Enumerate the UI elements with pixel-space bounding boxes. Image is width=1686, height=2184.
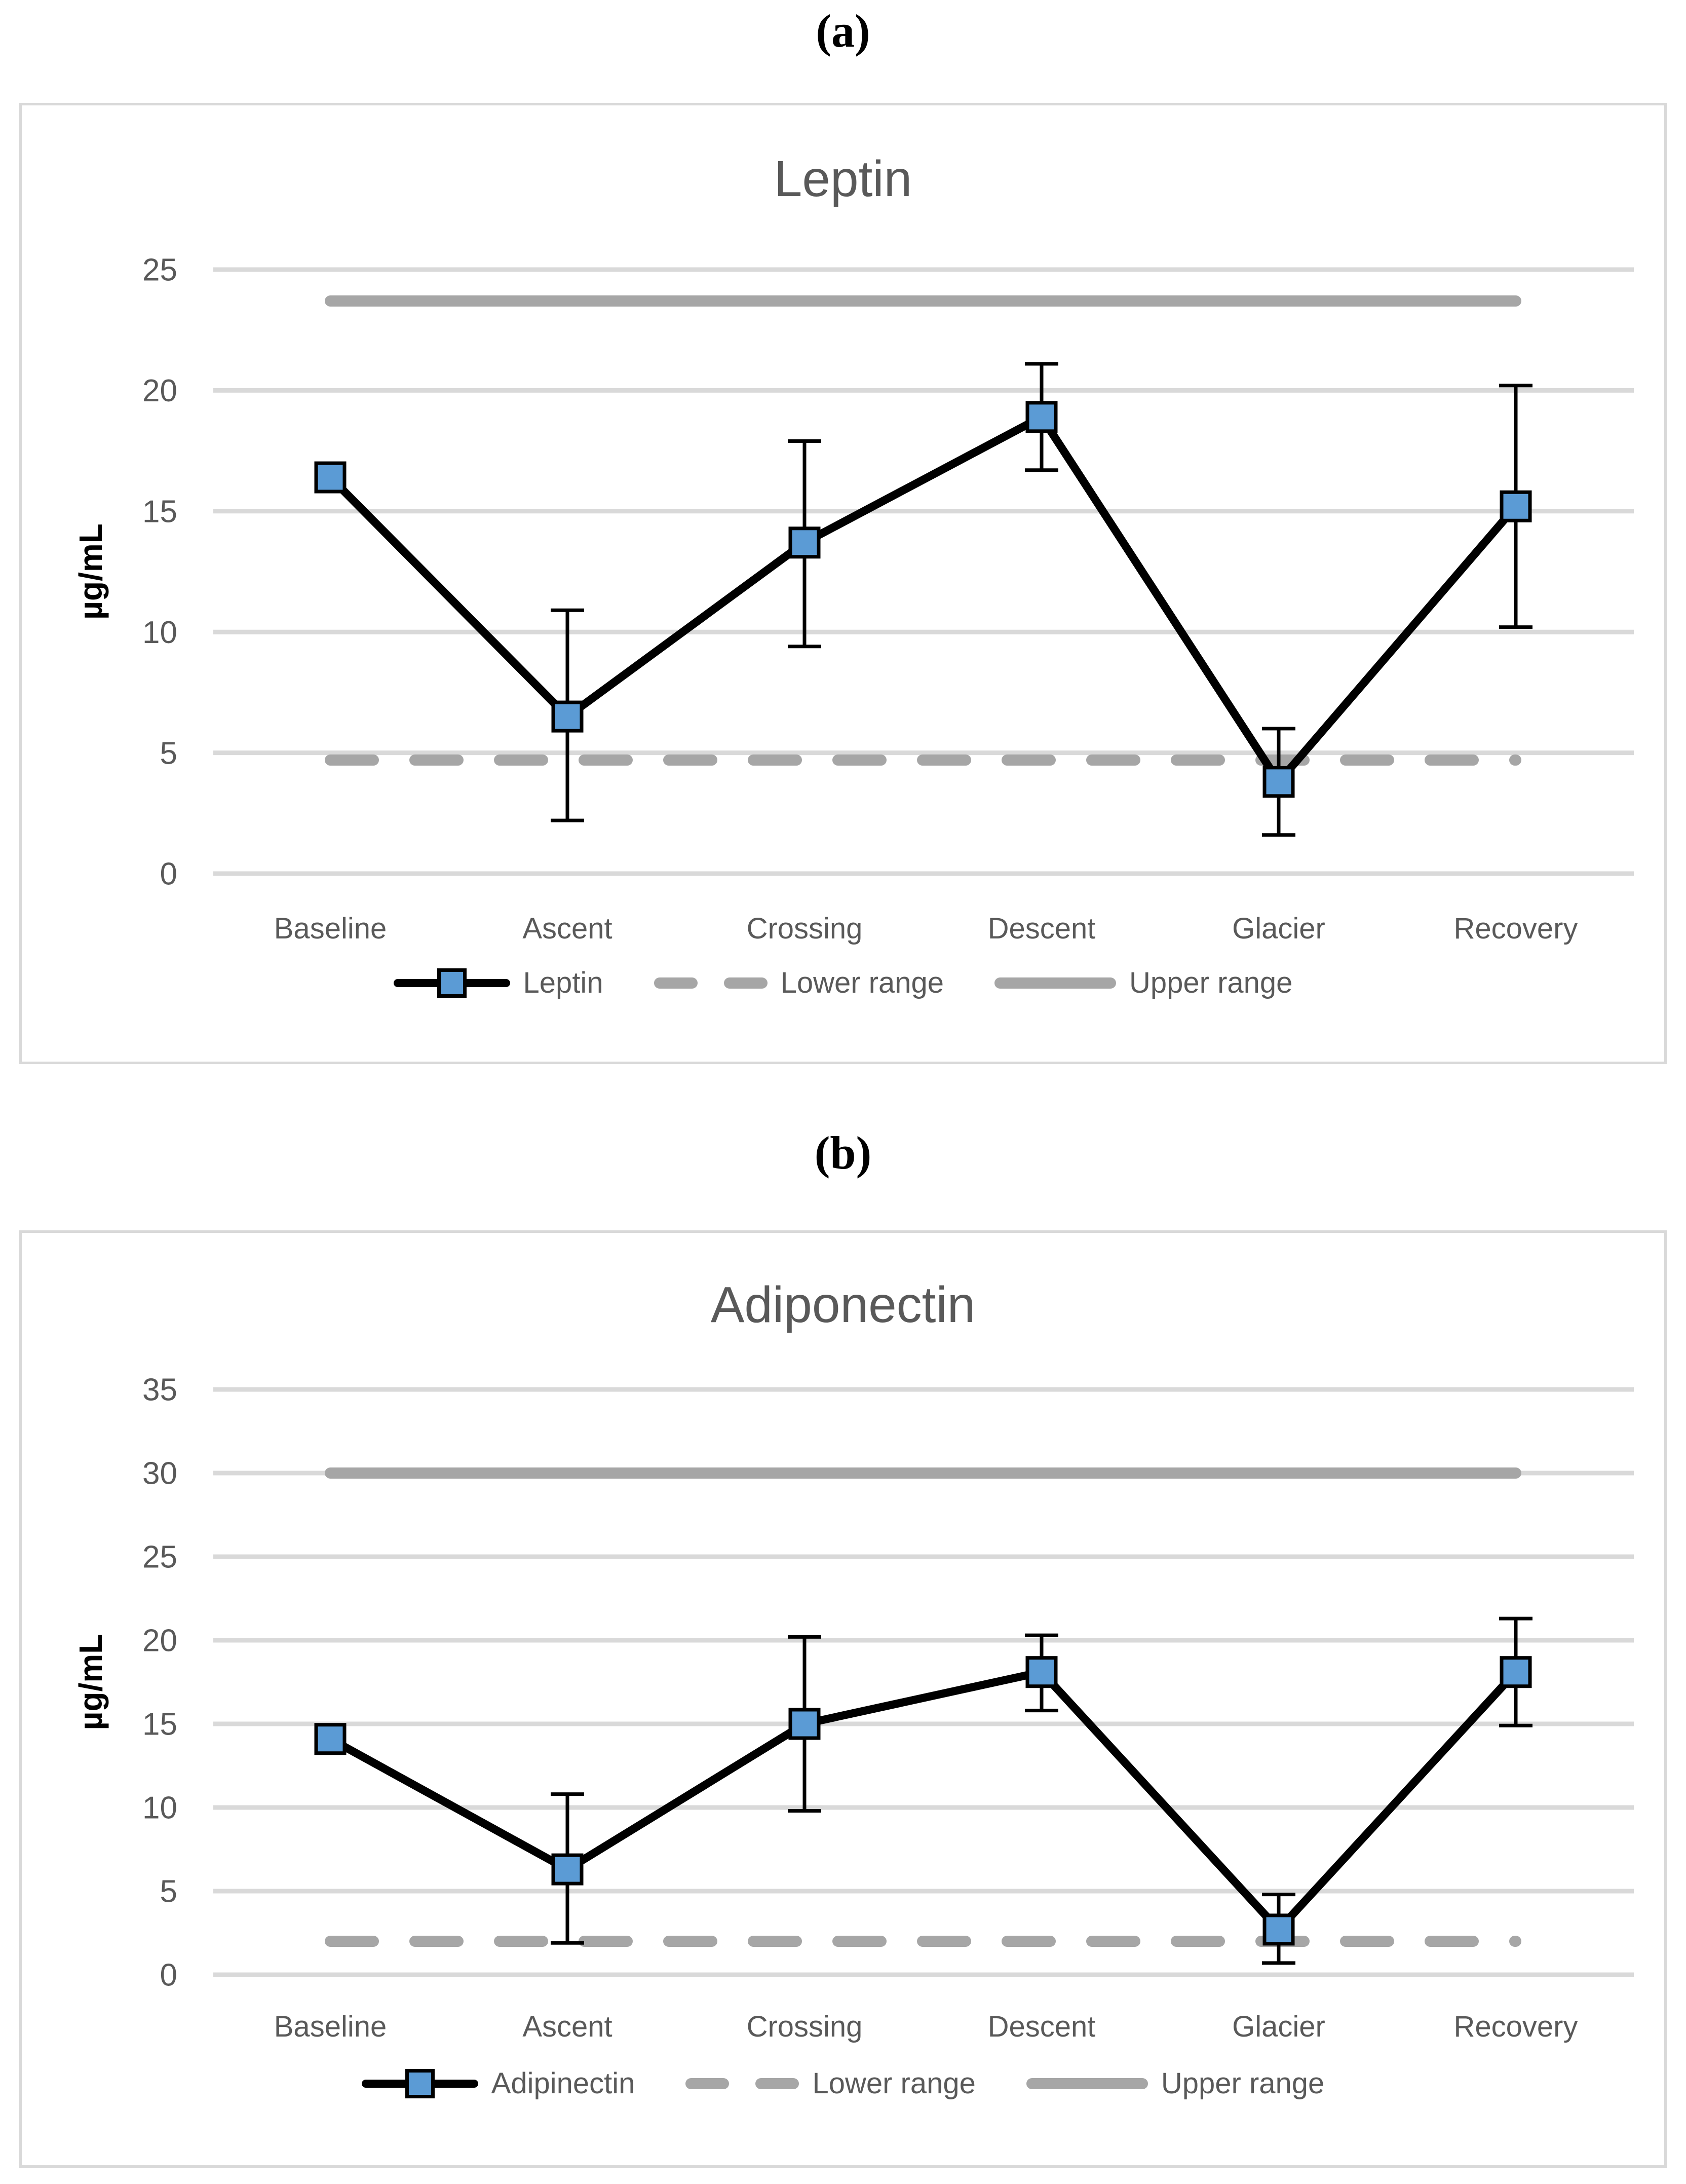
legend-item-upper-range: Upper range — [994, 966, 1292, 1000]
legend-label-upper-range: Upper range — [1129, 966, 1293, 999]
svg-text:Recovery: Recovery — [1454, 2010, 1578, 2043]
svg-text:5: 5 — [160, 1874, 177, 1909]
chart-title-leptin: Leptin — [774, 150, 912, 207]
series-line-swatch — [393, 968, 510, 998]
legend-adiponectin: Adipinectin Lower range Upper range — [22, 2066, 1664, 2100]
figure-label-b: (b) — [814, 1127, 872, 1179]
svg-text:5: 5 — [160, 736, 177, 771]
svg-text:30: 30 — [142, 1456, 177, 1491]
upper-range-swatch — [1026, 2078, 1148, 2089]
svg-text:20: 20 — [142, 1624, 177, 1659]
svg-text:20: 20 — [142, 373, 177, 408]
svg-text:Baseline: Baseline — [274, 2010, 387, 2043]
svg-text:Glacier: Glacier — [1232, 912, 1325, 945]
svg-text:Ascent: Ascent — [522, 912, 612, 945]
legend-item-series: Leptin — [393, 966, 603, 1000]
leptin-chart-canvas: 0 5 10 15 20 25 Baseline Ascent Crossing Descent G… — [72, 253, 1634, 945]
svg-text:µg/mL: µg/mL — [72, 1634, 109, 1730]
svg-text:µg/mL: µg/mL — [72, 523, 109, 620]
lower-range-swatch — [654, 977, 768, 989]
svg-text:25: 25 — [142, 1540, 177, 1575]
svg-text:0: 0 — [160, 1958, 177, 1993]
svg-text:Baseline: Baseline — [274, 912, 387, 945]
svg-text:Ascent: Ascent — [522, 2010, 612, 2043]
series-marker-icon — [405, 2068, 435, 2098]
panel-leptin: 0 5 10 15 20 25 Baseline Ascent Crossing Descent G… — [19, 103, 1667, 1064]
legend-item-lower-range: Lower range — [654, 966, 944, 1000]
legend-item-upper-range: Upper range — [1026, 2066, 1324, 2100]
series-line-swatch — [361, 2068, 478, 2098]
legend-item-series: Adipinectin — [361, 2066, 635, 2100]
legend-label-series: Leptin — [523, 966, 603, 999]
svg-text:Crossing: Crossing — [747, 2010, 863, 2043]
svg-text:Crossing: Crossing — [747, 912, 863, 945]
legend-label-series: Adipinectin — [491, 2067, 635, 2100]
series-marker-icon — [437, 968, 467, 998]
chart-title-adiponectin: Adiponectin — [710, 1276, 976, 1333]
legend-leptin: Leptin Lower range Upper range — [22, 966, 1664, 1000]
lower-range-swatch — [685, 2078, 799, 2089]
figure-label-a: (a) — [816, 5, 870, 57]
panel-adiponectin: 0 5 10 15 20 25 30 35 Baseline Ascent Crossing Desc… — [19, 1230, 1667, 2168]
svg-text:Glacier: Glacier — [1232, 2010, 1325, 2043]
svg-text:15: 15 — [142, 1707, 177, 1742]
adiponectin-chart-canvas: 0 5 10 15 20 25 30 35 Baseline Ascent Crossing Desc… — [72, 1373, 1634, 2043]
legend-item-lower-range: Lower range — [685, 2066, 976, 2100]
svg-text:Descent: Descent — [988, 912, 1096, 945]
svg-text:35: 35 — [142, 1373, 177, 1408]
svg-text:0: 0 — [160, 857, 177, 892]
svg-text:10: 10 — [142, 615, 177, 650]
legend-label-lower-range: Lower range — [780, 966, 944, 999]
svg-text:Descent: Descent — [988, 2010, 1096, 2043]
svg-text:10: 10 — [142, 1791, 177, 1826]
svg-text:25: 25 — [142, 253, 177, 288]
legend-label-lower-range: Lower range — [812, 2067, 976, 2100]
upper-range-swatch — [994, 977, 1117, 989]
svg-text:Recovery: Recovery — [1454, 912, 1578, 945]
legend-label-upper-range: Upper range — [1161, 2067, 1325, 2100]
svg-text:15: 15 — [142, 495, 177, 530]
